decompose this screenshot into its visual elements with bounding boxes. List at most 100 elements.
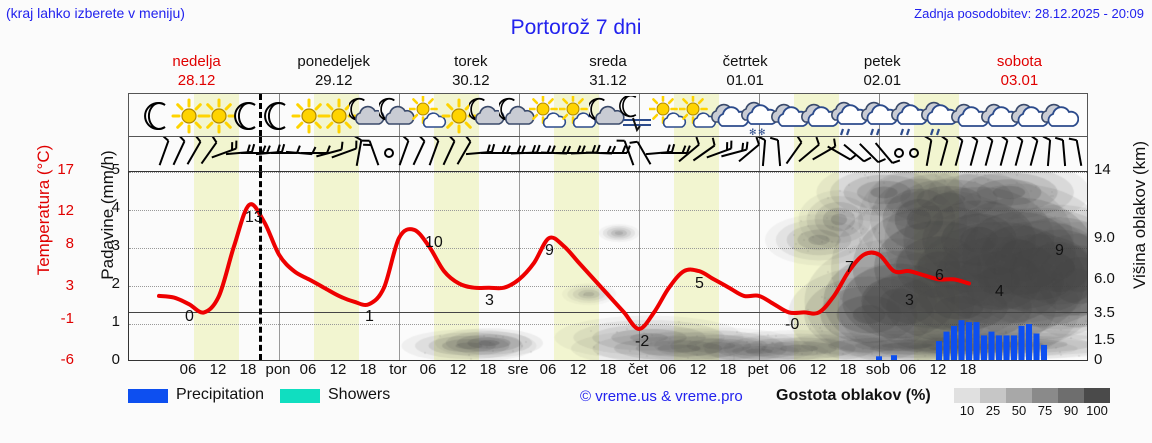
cloud-density-box-2 bbox=[1006, 388, 1032, 403]
wind-barb-35 bbox=[678, 137, 700, 163]
weather-icon-moon-cloud bbox=[347, 96, 389, 136]
temp-label-8: -0 bbox=[785, 316, 800, 334]
cloud-density-box-4 bbox=[1058, 388, 1084, 403]
cloud-density-tick-2: 50 bbox=[1011, 403, 1027, 418]
day-header-1: ponedeljek 29.12 bbox=[265, 52, 402, 90]
current-time-marker-wind bbox=[259, 137, 262, 171]
precipitation-bars bbox=[876, 320, 1047, 360]
cloud-density-legend-title: Gostota oblakov (%) bbox=[776, 387, 931, 404]
day-separator-4 bbox=[639, 137, 640, 171]
precip-bar-14 bbox=[1026, 324, 1032, 360]
precip-bar-2 bbox=[936, 341, 942, 360]
wind-barb-14 bbox=[361, 139, 380, 166]
wind-barb-50 bbox=[909, 148, 919, 158]
temp-label-0: 0 bbox=[185, 308, 194, 326]
precip-bar-0 bbox=[876, 356, 882, 360]
temperature-curve bbox=[157, 202, 971, 331]
day-header-strip: nedelja 28.12 ponedeljek 29.12 torek 30.12 sre… bbox=[128, 52, 1088, 90]
day-date: 30.12 bbox=[452, 72, 490, 89]
weather-icon-sun bbox=[289, 96, 329, 136]
x-tick-7: tor bbox=[389, 361, 407, 378]
wind-barb-32 bbox=[629, 140, 652, 165]
wind-barb-1 bbox=[172, 137, 186, 166]
x-tick-16: 06 bbox=[659, 361, 677, 378]
temp-label-13: 9 bbox=[1055, 242, 1064, 260]
temp-label-9: 7 bbox=[845, 258, 854, 276]
cloud-tick-2: 6.0 bbox=[1094, 269, 1115, 287]
weather-icon-cloud bbox=[1039, 96, 1080, 136]
weather-icon-cloud bbox=[1009, 96, 1050, 136]
wind-barb-59 bbox=[1042, 137, 1052, 167]
current-time-marker bbox=[259, 172, 262, 360]
precip-bar-15 bbox=[1033, 333, 1040, 360]
precip-bar-9 bbox=[988, 331, 995, 360]
weather-icon-cloud-snow: ✻ ✻ bbox=[739, 96, 779, 136]
temp-label-4: 3 bbox=[485, 291, 494, 309]
day-name: sreda bbox=[589, 53, 627, 70]
weather-icon-sun bbox=[199, 96, 239, 136]
precip-tick-5: 0 bbox=[111, 351, 120, 368]
x-tick-19: pet bbox=[747, 361, 769, 378]
weather-icon-moon bbox=[139, 96, 179, 136]
copyright-label: © vreme.us & vreme.pro bbox=[580, 388, 743, 405]
weather-icon-moon-cloud bbox=[467, 96, 509, 136]
cloud-density-tick-0: 10 bbox=[959, 403, 975, 418]
wind-barbs-svg bbox=[158, 137, 1083, 167]
precip-bar-8 bbox=[981, 335, 987, 360]
x-tick-14: 18 bbox=[599, 361, 617, 378]
precip-tick-4: 1 bbox=[111, 313, 120, 330]
wind-barb-0 bbox=[158, 137, 170, 166]
x-tick-9: 12 bbox=[449, 361, 467, 378]
temp-label-1: 13 bbox=[245, 209, 263, 227]
precip-bar-6 bbox=[966, 322, 972, 360]
wind-barb-53 bbox=[954, 137, 964, 166]
cloud-density-tick-5: 100 bbox=[1086, 403, 1108, 418]
wind-barb-41 bbox=[769, 137, 782, 167]
temp-tick-1: 12 bbox=[57, 202, 74, 220]
weather-icon-row: ✻ ✻ bbox=[128, 93, 1088, 137]
wind-barb-18 bbox=[428, 137, 440, 166]
wind-barb-39 bbox=[738, 137, 760, 163]
precip-bar-11 bbox=[1003, 335, 1010, 360]
wind-barb-61 bbox=[1068, 137, 1083, 166]
wind-barb-19 bbox=[442, 137, 456, 166]
day-header-3: sreda 31.12 bbox=[539, 52, 676, 90]
x-tick-23: sob bbox=[865, 361, 891, 378]
day-header-4: četrtek 01.01 bbox=[677, 52, 814, 90]
x-tick-11: sre bbox=[507, 361, 529, 378]
weather-icon-cloud bbox=[799, 96, 840, 136]
wind-barb-48 bbox=[874, 142, 901, 164]
wind-barb-49 bbox=[894, 148, 904, 158]
x-tick-13: 12 bbox=[569, 361, 587, 378]
x-tick-2: 18 bbox=[239, 361, 257, 378]
x-tick-24: 06 bbox=[899, 361, 917, 378]
day-name: nedelja bbox=[172, 53, 221, 70]
day-header-2: torek 30.12 bbox=[402, 52, 539, 90]
wind-barb-58 bbox=[1029, 137, 1039, 166]
showers-swatch bbox=[280, 389, 320, 403]
wind-barb-46 bbox=[843, 143, 872, 163]
weather-icon-sun-cloud bbox=[678, 94, 719, 136]
weather-icon-sun-cloud bbox=[648, 94, 689, 136]
daylight-band-6 bbox=[914, 137, 959, 171]
day-date: 01.01 bbox=[726, 72, 764, 89]
wind-barb-42 bbox=[785, 137, 803, 165]
day-separator-1 bbox=[279, 94, 280, 136]
x-tick-26: 18 bbox=[959, 361, 977, 378]
day-date: 28.12 bbox=[177, 72, 216, 89]
cloud-density-box-5 bbox=[1084, 388, 1110, 403]
svg-text:✻: ✻ bbox=[758, 127, 766, 136]
location-menu-note: (kraj lahko izberete v meniju) bbox=[6, 5, 185, 21]
x-tick-17: 12 bbox=[689, 361, 707, 378]
precip-tick-3: 2 bbox=[111, 275, 120, 292]
temp-tick-5: -6 bbox=[60, 351, 74, 368]
cloud-tick-3: 3.5 bbox=[1094, 303, 1115, 321]
weather-icon-sun bbox=[169, 96, 209, 136]
x-axis-tick-labels: 06 12 18 pon 06 12 18 tor 06 12 18 sre 06 12 18 čet 06 12… bbox=[128, 361, 1088, 383]
cloud-density-box-0 bbox=[954, 388, 980, 403]
wind-barb-13 bbox=[354, 137, 363, 166]
precip-tick-2: 3 bbox=[111, 237, 120, 254]
wind-barb-11 bbox=[316, 141, 344, 158]
wind-barb-43 bbox=[798, 137, 820, 163]
